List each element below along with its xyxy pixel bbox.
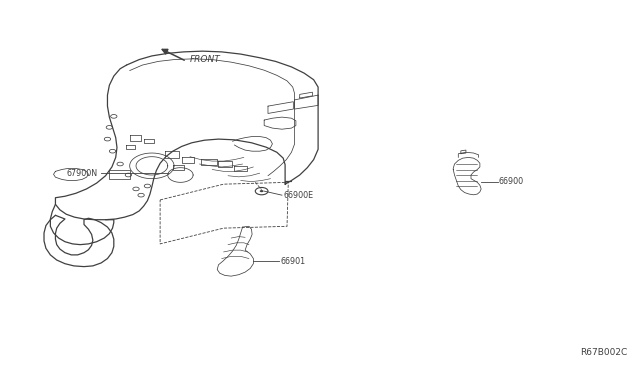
- Text: R67B002C: R67B002C: [580, 349, 628, 357]
- Text: 67900N: 67900N: [67, 169, 98, 178]
- Text: 66901: 66901: [280, 257, 305, 266]
- Text: 66900: 66900: [499, 177, 524, 186]
- Text: 66900E: 66900E: [284, 192, 314, 201]
- Text: FRONT: FRONT: [190, 55, 221, 64]
- Circle shape: [260, 190, 264, 192]
